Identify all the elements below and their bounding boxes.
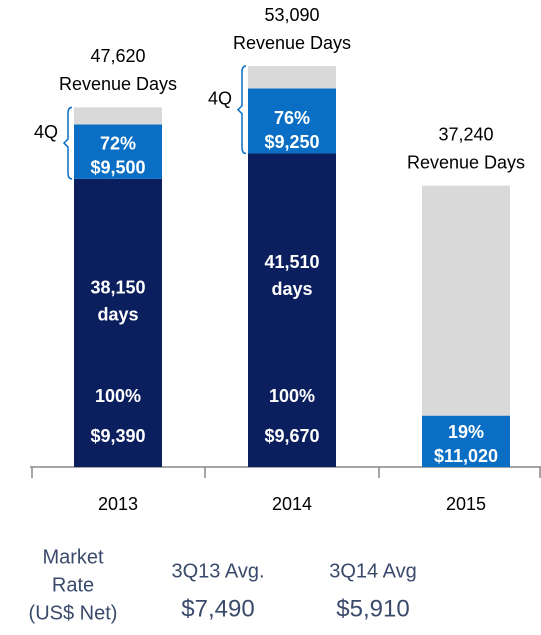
rate-label: $9,390: [90, 426, 145, 446]
days-unit: days: [97, 305, 138, 325]
rate-label: $9,500: [90, 158, 145, 178]
bar-segment: [422, 185, 510, 416]
total-label: 53,090: [264, 5, 319, 25]
footer-label: (US$ Net): [29, 602, 118, 624]
bar-segment: [248, 88, 336, 154]
bracket: [62, 106, 73, 180]
rate-label: $9,250: [264, 132, 319, 152]
bracket-label: 4Q: [208, 88, 232, 108]
footer-label: Market: [42, 546, 104, 568]
x-tick-label: 2014: [272, 494, 312, 514]
footer-label: Rate: [52, 574, 94, 596]
total-caption: Revenue Days: [407, 152, 525, 172]
rate-label: $11,020: [434, 446, 498, 466]
total-caption: Revenue Days: [233, 33, 351, 53]
days-label: 38,150: [90, 278, 145, 298]
days-label: 41,510: [264, 252, 319, 272]
footer-value: $5,910: [336, 595, 409, 622]
footer-heading: 3Q13 Avg.: [171, 560, 264, 582]
pct-label: 19%: [448, 422, 484, 442]
total-label: 37,240: [438, 124, 493, 144]
pct-label: 76%: [274, 108, 310, 128]
bar-segment: [422, 415, 510, 467]
x-tick-label: 2015: [446, 494, 486, 514]
footer-value: $7,490: [181, 595, 254, 622]
bracket-label: 4Q: [34, 122, 58, 142]
days-unit: days: [271, 279, 312, 299]
bracket: [236, 65, 247, 155]
pct-label: 100%: [269, 386, 315, 406]
bar-segment: [248, 153, 336, 467]
total-caption: Revenue Days: [59, 74, 177, 94]
footer-heading: 3Q14 Avg: [329, 560, 416, 582]
bar-segment: [74, 124, 162, 179]
total-label: 47,620: [90, 46, 145, 66]
pct-label: 100%: [95, 386, 141, 406]
rate-label: $9,670: [264, 426, 319, 446]
bar-segment: [248, 66, 336, 89]
bar-segment: [74, 107, 162, 125]
x-tick-label: 2013: [98, 494, 138, 514]
pct-label: 72%: [100, 134, 136, 154]
bar-segment: [74, 178, 162, 468]
